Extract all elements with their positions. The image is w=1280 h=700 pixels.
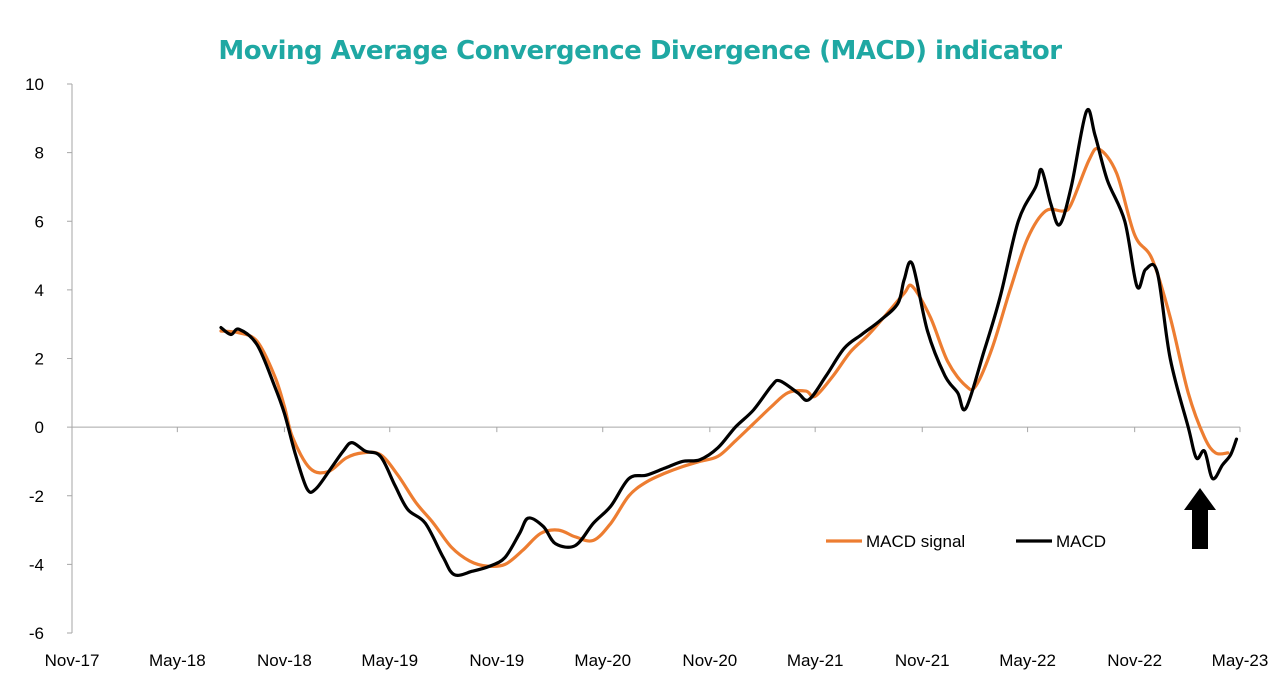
annotation-layer: [1184, 488, 1216, 549]
y-tick-label: 6: [35, 212, 44, 231]
up-arrow-icon: [1184, 488, 1216, 549]
y-tick-label: -4: [29, 555, 44, 574]
legend: MACD signal MACD: [826, 532, 1106, 551]
x-tick-label: May-18: [149, 651, 206, 670]
x-tick-label: May-21: [787, 651, 844, 670]
axes: -6 -4 -2 0 2 4 6 8 10 Nov-17 May-18 Nov-18 May-19 Nov…: [25, 75, 1268, 670]
x-tick-label: Nov-19: [469, 651, 524, 670]
x-tick-label: Nov-18: [257, 651, 312, 670]
y-tick-label: 10: [25, 75, 44, 94]
x-tick-label: Nov-17: [45, 651, 100, 670]
chart-title: Moving Average Convergence Divergence (M…: [218, 36, 1062, 66]
x-tick-label: May-23: [1212, 651, 1269, 670]
series-layer: [219, 107, 1239, 577]
legend-label: MACD signal: [866, 532, 965, 551]
y-tick-label: 8: [35, 144, 44, 163]
x-tick-label: Nov-22: [1107, 651, 1162, 670]
series-line-macd-signal: [219, 146, 1230, 569]
x-tick-label: May-19: [361, 651, 418, 670]
x-tick-label: Nov-21: [895, 651, 950, 670]
series-line-macd: [219, 107, 1239, 577]
y-tick-label: -6: [29, 624, 44, 643]
x-tick-label: May-20: [574, 651, 631, 670]
y-tick-label: 0: [35, 418, 44, 437]
y-tick-label: -2: [29, 487, 44, 506]
x-tick-label: May-22: [999, 651, 1056, 670]
legend-label: MACD: [1056, 532, 1106, 551]
y-tick-label: 4: [35, 281, 44, 300]
x-tick-label: Nov-20: [682, 651, 737, 670]
y-tick-label: 2: [35, 350, 44, 369]
